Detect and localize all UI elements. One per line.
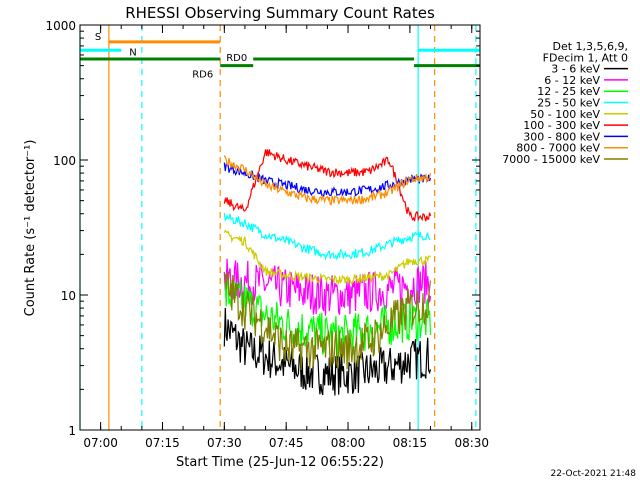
x-tick-label: 08:30 xyxy=(454,436,489,450)
flag-label: S xyxy=(95,32,101,43)
x-tick-label: 07:00 xyxy=(83,436,118,450)
flags-layer: S N RD6 RD0 xyxy=(80,32,480,81)
flag-label: RD0 xyxy=(226,53,247,64)
legend-header: Det 1,3,5,6,9, xyxy=(552,40,628,53)
y-tick-label: 1000 xyxy=(45,19,76,33)
legend-entry: 7000 - 15000 keV xyxy=(502,153,600,166)
legend-entry: 800 - 7000 keV xyxy=(516,142,600,155)
series-line xyxy=(223,271,432,370)
x-tick-label: 08:15 xyxy=(393,436,428,450)
legend-entry: 100 - 300 keV xyxy=(523,119,600,132)
series-line xyxy=(223,213,431,261)
series-line xyxy=(223,229,431,286)
x-tick-label: 07:15 xyxy=(145,436,180,450)
y-axis-label: Count Rate (s⁻¹ detector⁻¹) xyxy=(23,140,38,317)
series-layer xyxy=(223,149,432,396)
legend-entry: 300 - 800 keV xyxy=(523,130,600,143)
legend-entry: 25 - 50 keV xyxy=(537,97,600,110)
x-axis-label: Start Time (25-Jun-12 06:55:22) xyxy=(176,455,384,470)
x-tick-label: 08:00 xyxy=(331,436,366,450)
legend-entry: 6 - 12 keV xyxy=(544,74,600,87)
chart-title: RHESSI Observing Summary Count Rates xyxy=(125,4,435,22)
series-line xyxy=(223,307,432,396)
legend-entry: 50 - 100 keV xyxy=(530,108,600,121)
legend-header: FDecim 1, Att 0 xyxy=(543,51,628,64)
legend-entry: 3 - 6 keV xyxy=(551,63,600,76)
series-line xyxy=(223,149,432,222)
y-tick-label: 1 xyxy=(68,424,76,438)
timestamp: 22-Oct-2021 21:48 xyxy=(551,469,637,479)
series-line xyxy=(224,279,432,357)
series-line xyxy=(223,155,432,206)
series-line xyxy=(223,258,432,316)
flag-label: N xyxy=(129,47,136,58)
plot-frame xyxy=(79,24,481,431)
y-tick-label: 10 xyxy=(61,289,76,303)
legend: Det 1,3,5,6,9,FDecim 1, Att 03 - 6 keV6 … xyxy=(502,40,628,166)
x-tick-label: 07:30 xyxy=(207,436,242,450)
legend-entry: 12 - 25 keV xyxy=(537,85,600,98)
x-tick-label: 07:45 xyxy=(269,436,304,450)
flag-label: RD6 xyxy=(192,70,213,81)
y-tick-label: 100 xyxy=(53,154,76,168)
axes-layer: 07:00 07:15 07:30 07:45 08:00 08:15 08:30 1 10 10… xyxy=(45,19,489,450)
